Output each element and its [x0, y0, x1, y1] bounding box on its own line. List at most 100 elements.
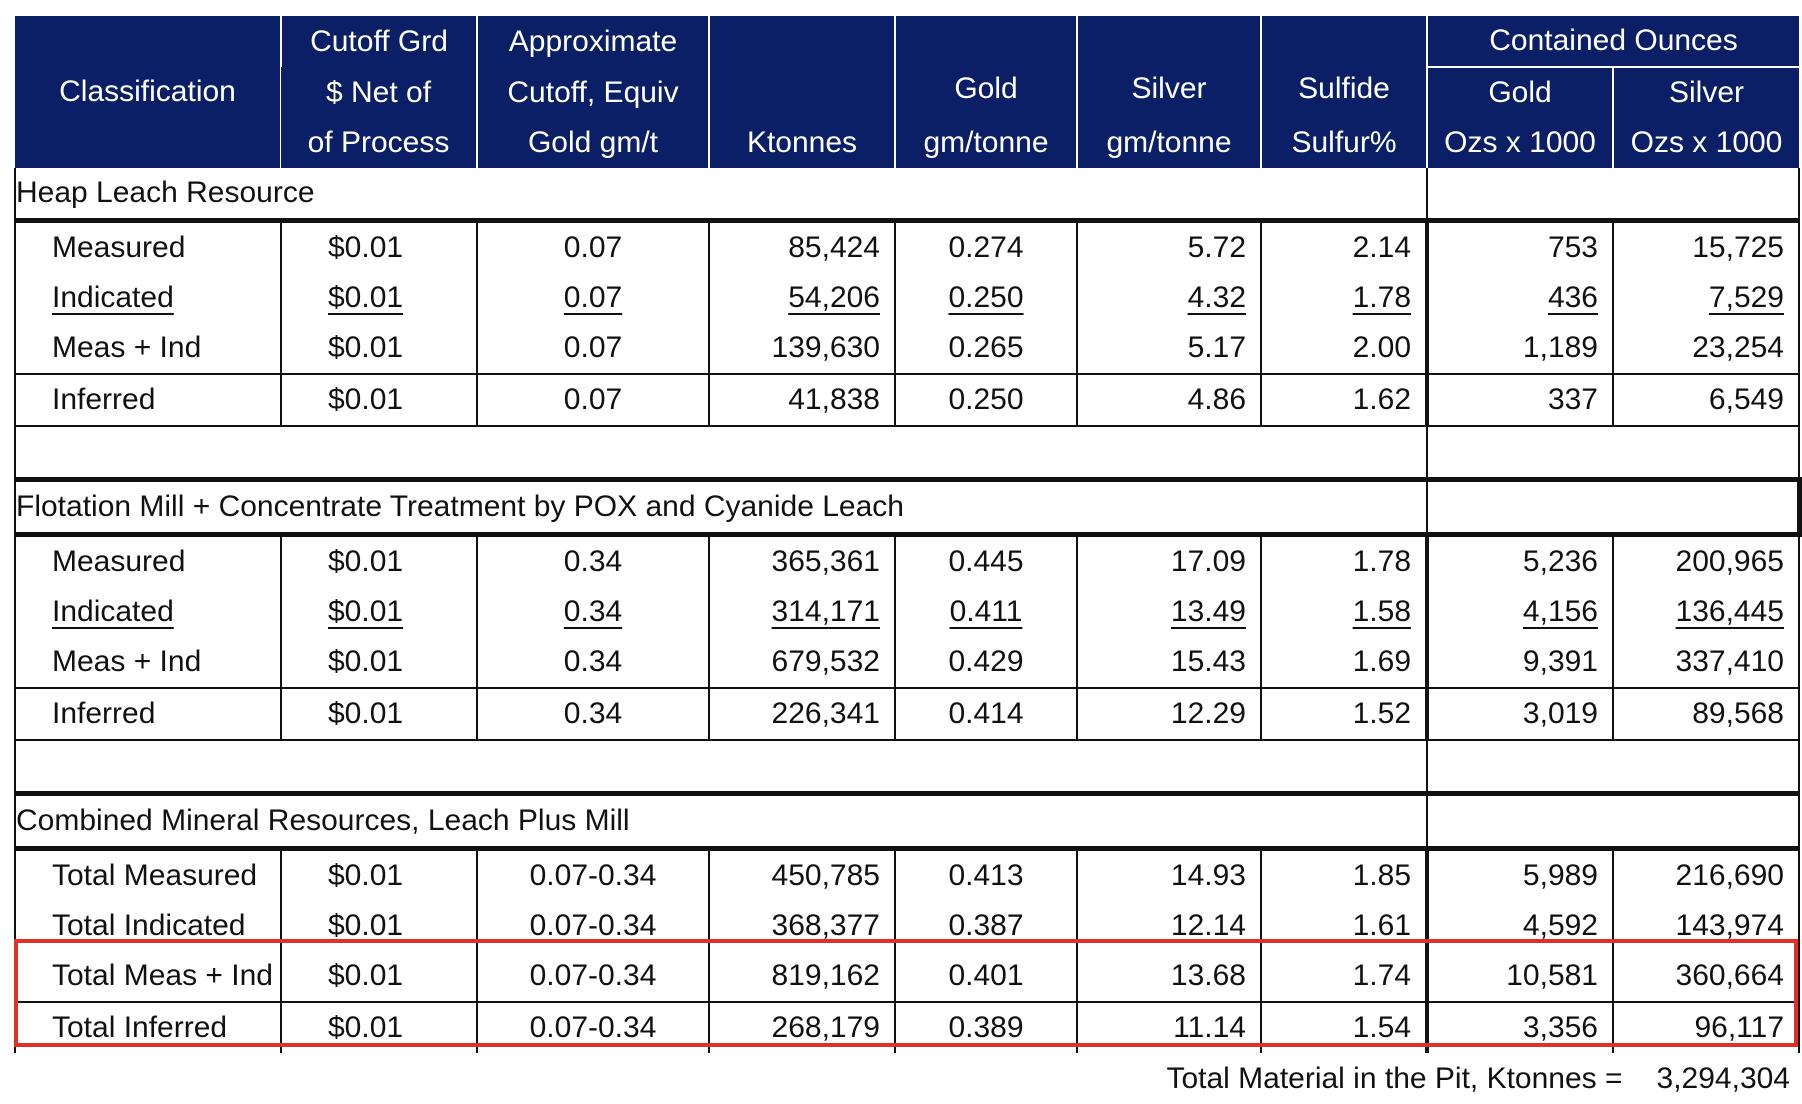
cell-approx-cutoff: 0.07-0.34: [477, 1002, 710, 1053]
table-row: Inferred $0.01 0.07 41,838 0.250 4.86 1.62 337 6…: [14, 374, 1800, 426]
cell-value: 23,254: [1692, 331, 1784, 364]
cell-contained-silver: 143,974: [1613, 901, 1800, 951]
cell-gold-grade: 0.250: [895, 374, 1078, 426]
cell-value: $0.01: [328, 231, 404, 264]
cell-value: 0.250: [948, 281, 1024, 314]
cell-approx-cutoff: 0.34: [477, 587, 710, 637]
table-row: Total Indicated $0.01 0.07-0.34 368,377 0.38…: [14, 901, 1800, 951]
cell-silver-grade: 13.68: [1077, 951, 1262, 1002]
cell-value: 2.00: [1352, 331, 1411, 364]
cell-contained-gold: 9,391: [1427, 637, 1614, 688]
cell-classification: Measured: [14, 534, 282, 587]
header-blank-silver: Silver: [1076, 16, 1261, 118]
cell-cutoff: $0.01: [281, 220, 478, 273]
cell-value: 226,341: [771, 697, 880, 730]
cell-value: 0.34: [563, 545, 623, 578]
cell-value: 0.07: [563, 383, 623, 416]
cell-value: $0.01: [328, 281, 404, 314]
cell-contained-gold: 1,189: [1427, 323, 1614, 374]
cell-silver-grade: 13.49: [1077, 587, 1262, 637]
cell-contained-gold: 10,581: [1427, 951, 1614, 1002]
cell-value: 0.387: [948, 909, 1024, 942]
table-row: Inferred $0.01 0.34 226,341 0.414 12.29 1.52 3,…: [14, 688, 1800, 740]
header-approx-line2: Cutoff, Equiv: [476, 67, 709, 118]
cell-value: 4.86: [1187, 383, 1246, 416]
cell-approx-cutoff: 0.07: [477, 374, 710, 426]
cell-contained-silver: 216,690: [1613, 848, 1800, 901]
cell-classification: Measured: [14, 220, 282, 273]
cell-value: 96,117: [1694, 1011, 1784, 1044]
table-row: Measured $0.01 0.34 365,361 0.445 17.09 1.78 5,…: [14, 534, 1800, 587]
cell-value: 11.14: [1173, 1011, 1246, 1044]
cell-value: 1.61: [1352, 909, 1411, 942]
cell-gold-grade: 0.401: [895, 951, 1078, 1002]
cell-value: 0.07: [563, 331, 623, 364]
cell-value: $0.01: [328, 545, 404, 578]
section-title-blank: [1427, 793, 1800, 849]
cell-value: 139,630: [771, 331, 880, 364]
cell-value: 753: [1547, 231, 1598, 264]
cell-classification: Total Measured: [14, 848, 282, 901]
table-row: Total Inferred $0.01 0.07-0.34 268,179 0.389…: [14, 1002, 1800, 1053]
cell-value: 0.34: [563, 697, 623, 730]
cell-cutoff: $0.01: [281, 901, 478, 951]
cell-value: 1.52: [1352, 697, 1411, 730]
cell-value: Measured: [52, 545, 186, 578]
cell-gold-grade: 0.429: [895, 637, 1078, 688]
cell-value: Inferred: [52, 383, 156, 416]
cell-value: 7,529: [1708, 281, 1784, 314]
cell-classification: Meas + Ind: [14, 637, 282, 688]
table-row: Indicated $0.01 0.34 314,171 0.411 13.49 1.58 4…: [14, 587, 1800, 637]
cell-value: 5,989: [1522, 859, 1598, 892]
cell-ktonnes: 365,361: [709, 534, 896, 587]
cell-value: Meas + Ind: [52, 331, 202, 364]
section-header-row: Combined Mineral Resources, Leach Plus M…: [14, 793, 1800, 849]
cell-contained-silver: 337,410: [1613, 637, 1800, 688]
cell-gold-grade: 0.387: [895, 901, 1078, 951]
cell-value: 10,581: [1506, 959, 1598, 992]
cell-value: Inferred: [52, 697, 156, 730]
cell-gold-grade: 0.250: [895, 273, 1078, 323]
cell-approx-cutoff: 0.07-0.34: [477, 901, 710, 951]
cell-value: 3,019: [1522, 697, 1598, 730]
cell-contained-gold: 753: [1427, 220, 1614, 273]
cell-value: $0.01: [328, 645, 404, 678]
cell-approx-cutoff: 0.34: [477, 637, 710, 688]
spacer-cell: [14, 426, 1428, 480]
cell-value: 0.413: [948, 859, 1024, 892]
cell-ktonnes: 819,162: [709, 951, 896, 1002]
cell-contained-silver: 200,965: [1613, 534, 1800, 587]
cell-gold-grade: 0.445: [895, 534, 1078, 587]
cell-silver-grade: 14.93: [1077, 848, 1262, 901]
header-gold: gm/tonne: [894, 118, 1077, 168]
cell-gold-grade: 0.274: [895, 220, 1078, 273]
table-row: Meas + Ind $0.01 0.07 139,630 0.265 5.17 2.00 1…: [14, 323, 1800, 374]
cell-value: 1,189: [1522, 331, 1598, 364]
cell-value: 4,592: [1522, 909, 1598, 942]
cell-value: $0.01: [328, 331, 404, 364]
cell-contained-gold: 3,356: [1427, 1002, 1614, 1053]
cell-cutoff: $0.01: [281, 534, 478, 587]
header-sulfide-line1: Sulfide: [1298, 72, 1390, 105]
cell-value: 13.68: [1170, 959, 1246, 992]
table-header: Classification Cutoff Grd Approximate Go…: [15, 16, 1799, 168]
cell-sulfide: 1.69: [1261, 637, 1429, 688]
header-cutoff-line3: of Process: [281, 118, 477, 168]
cell-sulfide: 2.14: [1261, 220, 1429, 273]
cell-sulfide: 1.52: [1261, 688, 1429, 740]
cell-value: 1.69: [1352, 645, 1411, 678]
cell-value: 314,171: [771, 595, 880, 628]
cell-value: 2.14: [1352, 231, 1411, 264]
footer-label: Total Material in the Pit, Ktonnes =: [1166, 1062, 1623, 1095]
cell-value: 0.411: [949, 595, 1023, 628]
cell-approx-cutoff: 0.07: [477, 220, 710, 273]
footer-value: 3,294,304: [1656, 1062, 1790, 1095]
cell-value: 0.414: [948, 697, 1024, 730]
cell-approx-cutoff: 0.07: [477, 273, 710, 323]
cell-value: 85,424: [788, 231, 880, 264]
cell-value: 1.62: [1352, 383, 1411, 416]
cell-value: 0.07-0.34: [529, 959, 657, 992]
header-cutoff-line2: $ Net of: [281, 67, 477, 118]
cell-value: 1.54: [1352, 1011, 1411, 1044]
header-blank-sulfide: Sulfide: [1260, 16, 1427, 118]
